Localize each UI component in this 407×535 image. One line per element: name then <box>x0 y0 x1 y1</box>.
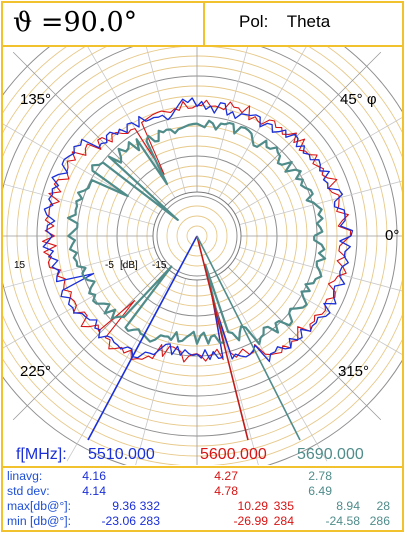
stats-red-angle: 284 <box>273 514 294 528</box>
stats-blue-value: 4.16 <box>82 469 106 483</box>
grid-spoke <box>145 47 186 194</box>
stats-red-angle: 335 <box>273 499 294 513</box>
stats-red-value: 4.78 <box>214 484 238 498</box>
grid-spoke <box>218 47 307 199</box>
grid-center-ring <box>152 191 242 281</box>
stats-label: std dev: <box>7 484 50 498</box>
stats-teal-value: -24.58 <box>325 514 360 528</box>
polarization-readout: Pol: Theta <box>239 12 330 32</box>
grid-spoke <box>12 51 167 206</box>
pointer-line-5690 <box>196 235 301 441</box>
frequency-label: f[MHz]: <box>16 446 67 463</box>
header-bar: ϑ =90.0° Pol: Theta <box>3 3 402 47</box>
grid-spoke <box>218 273 328 462</box>
polar-grid <box>3 47 402 465</box>
grid-ring <box>166 205 228 267</box>
grid-spoke <box>234 257 402 355</box>
stats-blue-value: 4.14 <box>82 484 106 498</box>
pointer-line-5510 <box>87 235 198 441</box>
grid-ring <box>186 225 208 247</box>
trace-5690 <box>66 119 327 346</box>
pointer-line-5600 <box>196 235 249 441</box>
angle-label-135: 135° <box>20 91 51 108</box>
stats-label: max[db@°]: <box>7 499 71 513</box>
stats-red-value: 4.27 <box>214 469 238 483</box>
stats-row-max: max[db@°]: 9.36 332 10.29 335 8.94 28 <box>3 499 402 513</box>
stats-row-min: min [db@°]: -23.06 283 -26.99 284 -24.58… <box>3 514 402 528</box>
stats-teal-value: 8.94 <box>336 499 360 513</box>
grid-spoke <box>3 257 160 349</box>
grid-spoke <box>12 266 167 421</box>
radial-tick-minus15: -15 <box>152 260 167 271</box>
angle-label-225: 225° <box>20 363 51 380</box>
series-label-5510: 5510.000 <box>88 446 155 463</box>
angle-label-0: 0° <box>385 227 399 244</box>
statistics-table: linavg: 4.16 4.27 2.78 std dev: 4.14 4.7… <box>3 466 402 532</box>
stats-teal-value: 6.49 <box>308 484 332 498</box>
grid-spoke <box>66 273 176 462</box>
trace-5510 <box>42 97 354 363</box>
pol-label: Pol: <box>239 12 269 31</box>
trace-5600 <box>41 99 352 363</box>
stats-teal-angle: 28 <box>376 499 390 513</box>
header-divider <box>203 3 205 45</box>
grid-spoke <box>239 247 402 292</box>
stats-blue-value: -23.06 <box>101 514 136 528</box>
grid-spoke <box>87 47 176 199</box>
radial-tick-15: 15 <box>14 260 26 271</box>
series-label-5600: 5600.000 <box>200 446 267 463</box>
grid-spoke <box>234 117 402 215</box>
grid-ring <box>176 215 218 257</box>
stats-red-value: 10.29 <box>237 499 269 513</box>
grid-spoke <box>208 47 249 194</box>
stats-row-linavg: linavg: 4.16 4.27 2.78 <box>3 469 402 483</box>
stats-label: linavg: <box>7 469 43 483</box>
theta-readout: ϑ =90.0° <box>13 7 138 38</box>
radial-unit: [dB] <box>120 260 138 271</box>
stats-teal-value: 2.78 <box>308 469 332 483</box>
series-traces <box>41 97 354 363</box>
stats-blue-angle: 283 <box>139 514 160 528</box>
axis-labels: 0° 45° φ 135° 225° 315° 15 -5 [dB] -15 f… <box>14 91 399 463</box>
grid-spoke <box>135 278 186 465</box>
stats-blue-value: 9.36 <box>112 499 136 513</box>
grid-spoke <box>3 247 155 289</box>
series-label-5690: 5690.000 <box>297 446 364 463</box>
angle-label-315: 315° <box>338 363 369 380</box>
stats-teal-angle: 286 <box>369 514 390 528</box>
grid-spoke <box>227 266 382 421</box>
stats-label: min [db@°]: <box>7 514 71 528</box>
angle-label-45: 45° φ <box>340 91 377 108</box>
stats-blue-angle: 332 <box>139 499 160 513</box>
grid-spoke <box>239 180 402 225</box>
grid-ring <box>156 195 238 277</box>
pol-value: Theta <box>286 12 331 31</box>
grid-spoke <box>227 51 382 206</box>
radial-tick-minus5: -5 <box>105 260 114 271</box>
series-pointer-lines <box>87 235 301 441</box>
stats-red-value: -26.99 <box>233 514 268 528</box>
stats-row-stddev: std dev: 4.14 4.78 6.49 <box>3 484 402 498</box>
